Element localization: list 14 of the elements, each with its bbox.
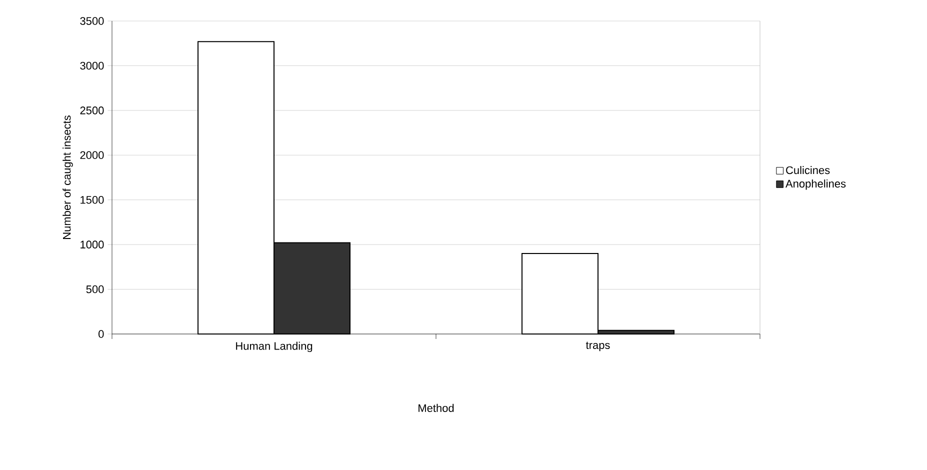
y-tick-label: 3000 <box>80 62 104 70</box>
y-tick-label: 1000 <box>80 240 104 248</box>
y-tick-label: 3500 <box>80 17 104 25</box>
y-tick-label: 1500 <box>80 196 104 204</box>
x-tick-label: Human Landing <box>236 342 312 352</box>
y-tick-label: 2500 <box>80 106 104 114</box>
y-tick-label: 0 <box>98 330 104 338</box>
y-tick-label: 2000 <box>80 151 104 160</box>
legend-label: Anophelines <box>786 179 846 190</box>
x-tick-label: traps <box>586 342 610 352</box>
legend-label: Culicines <box>786 166 830 174</box>
y-axis-title: Number of caught insects <box>62 116 73 239</box>
x-axis-title: Method <box>418 404 454 412</box>
y-tick-label: 500 <box>86 285 104 294</box>
